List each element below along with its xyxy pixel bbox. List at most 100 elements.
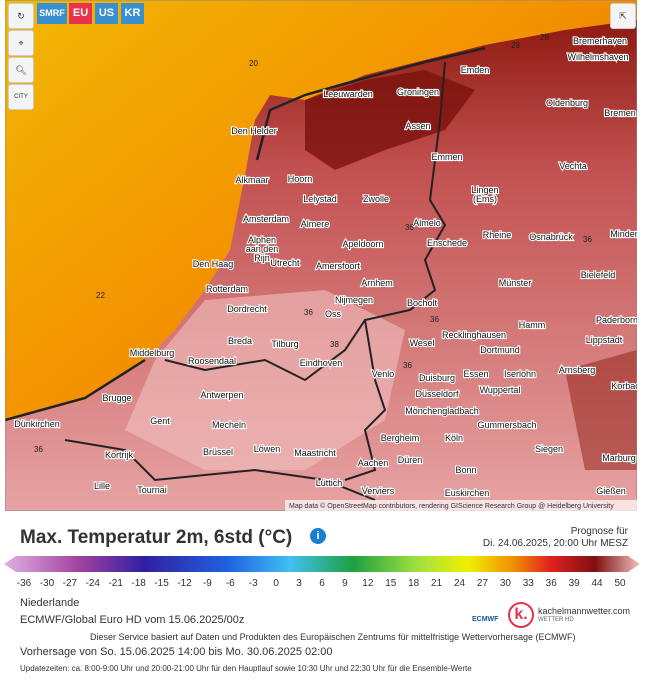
colorbar-tick: 44 (592, 578, 604, 589)
ecmwf-logo: ECMWF (472, 616, 499, 623)
colorbar-tick: 39 (569, 578, 581, 589)
city-label: Tilburg (271, 339, 298, 349)
brand-icon: k. (508, 602, 534, 628)
city-label: Venlo (372, 369, 395, 379)
city-label: Köln (445, 433, 463, 443)
city-label: Mönchengladbach (405, 406, 479, 416)
city-label: Amersfoort (316, 261, 361, 271)
city-label: Vechta (559, 161, 587, 171)
forecast-time: Di. 24.06.2025, 20:00 Uhr MESZ (482, 538, 628, 549)
city-label: Den Haag (193, 259, 234, 269)
city-label: Essen (463, 369, 488, 379)
city-label: Groningen (397, 87, 439, 97)
colorbar-tick: 18 (408, 578, 420, 589)
colorbar-tick: -21 (108, 578, 123, 589)
city-label: Minden (610, 229, 637, 239)
location-button[interactable]: ⌖ (8, 30, 34, 56)
contour-label: 36 (405, 223, 414, 232)
city-label: Utrecht (270, 258, 300, 268)
city-label: Recklinghausen (442, 330, 506, 340)
colorbar-tick: 15 (385, 578, 397, 589)
info-icon[interactable]: i (310, 528, 326, 544)
contour-label: 36 (34, 445, 43, 454)
city-label: Münster (499, 278, 532, 288)
colorbar-tick: 3 (296, 578, 302, 589)
city-label: Duisburg (419, 373, 455, 383)
logo[interactable]: SMRF (37, 3, 67, 24)
city-label: Emmen (431, 152, 462, 162)
brand-sub: WETTER HD (538, 617, 574, 623)
city-label: Middelburg (130, 348, 175, 358)
city-label: Lelystad (303, 194, 337, 204)
contour-label: 36 (403, 361, 412, 370)
colorbar-tick: -9 (203, 578, 212, 589)
city-label: Amsterdam (243, 214, 289, 224)
colorbar-tick: 0 (273, 578, 279, 589)
model-us[interactable]: US (95, 3, 118, 24)
colorbar-tick: -6 (226, 578, 235, 589)
city-label: Bergheim (381, 433, 420, 443)
zoom-button[interactable]: 🔍︎ (8, 57, 34, 83)
colorbar-tick: -30 (40, 578, 55, 589)
city-label: Dünkirchen (14, 419, 60, 429)
model-kr[interactable]: KR (121, 3, 144, 24)
city-label: Wilhelmshaven (567, 52, 628, 62)
city-label: Tournai (137, 485, 167, 495)
city-label: Maastricht (294, 448, 336, 458)
city-label: Dortmund (480, 345, 520, 355)
forecast-label: Prognose für (570, 526, 628, 537)
contour-label: 36 (304, 308, 313, 317)
colorbar-tick: 50 (614, 578, 626, 589)
colorbar-tick: -24 (86, 578, 101, 589)
city-label: Mecheln (212, 420, 246, 430)
contour-label: 28 (511, 41, 520, 50)
map: Bremerhaven Wilhelmshaven Emden Groningen Le… (5, 0, 637, 511)
colorbar-tick: -18 (131, 578, 146, 589)
city-label: Gießen (596, 486, 626, 496)
city-label: Brüssel (203, 447, 233, 457)
contour-label: 28 (540, 33, 549, 42)
city-label: Iserlohn (504, 369, 536, 379)
update-times: Updatezeiten: ca. 8:00-9:00 Uhr und 20:0… (20, 664, 472, 673)
city-label: Lingen (Ems) (471, 185, 498, 204)
city-label: Oss (325, 309, 342, 319)
city-label: Dordrecht (227, 304, 267, 314)
city-label: Almelo (413, 218, 441, 228)
city-label: Euskirchen (445, 488, 490, 498)
city-label: Hamm (519, 320, 546, 330)
colorbar-tick: -12 (177, 578, 192, 589)
city-label: Löwen (254, 444, 281, 454)
contour-label: 36 (583, 235, 592, 244)
colorbar: -36 -30 -27 -24 -21 -18 -15 -12 -9 -6 -3 0 3 6 9 12 15 18… (4, 556, 640, 589)
city-label: Wesel (410, 338, 435, 348)
city-label: Alphen aan den Rijn (246, 235, 279, 263)
city-label: Lüttich (316, 478, 343, 488)
city-label: Arnsberg (559, 365, 596, 375)
colorbar-tick: 6 (319, 578, 325, 589)
colorbar-tick: 12 (362, 578, 374, 589)
city-label: Bocholt (407, 298, 438, 308)
city-label: Aachen (358, 458, 389, 468)
city-label: Hoorn (288, 174, 313, 184)
refresh-button[interactable]: ↻ (8, 3, 34, 29)
city-label: Verviers (362, 486, 395, 496)
city-label: Almere (301, 219, 330, 229)
city-label: Leeuwarden (323, 89, 373, 99)
colorbar-tick: 21 (431, 578, 443, 589)
model-eu[interactable]: EU (69, 3, 92, 24)
city-label: Nijmegen (335, 295, 373, 305)
city-label: Marburg (602, 453, 636, 463)
city-label: Korbach (611, 381, 637, 391)
city-label: Paderborn (596, 315, 637, 325)
city-label: Den Helder (231, 126, 277, 136)
city-button[interactable]: CITY (8, 84, 34, 110)
city-label: Roosendaal (188, 356, 236, 366)
share-button[interactable]: ⇱ (610, 3, 636, 29)
colorbar-tick: -15 (154, 578, 169, 589)
city-label: Gent (150, 416, 170, 426)
city-label: Enschede (427, 238, 467, 248)
colorbar-tick: 9 (342, 578, 348, 589)
city-label: Emden (461, 65, 490, 75)
title: Max. Temperatur 2m, 6std (°C) (20, 527, 293, 548)
